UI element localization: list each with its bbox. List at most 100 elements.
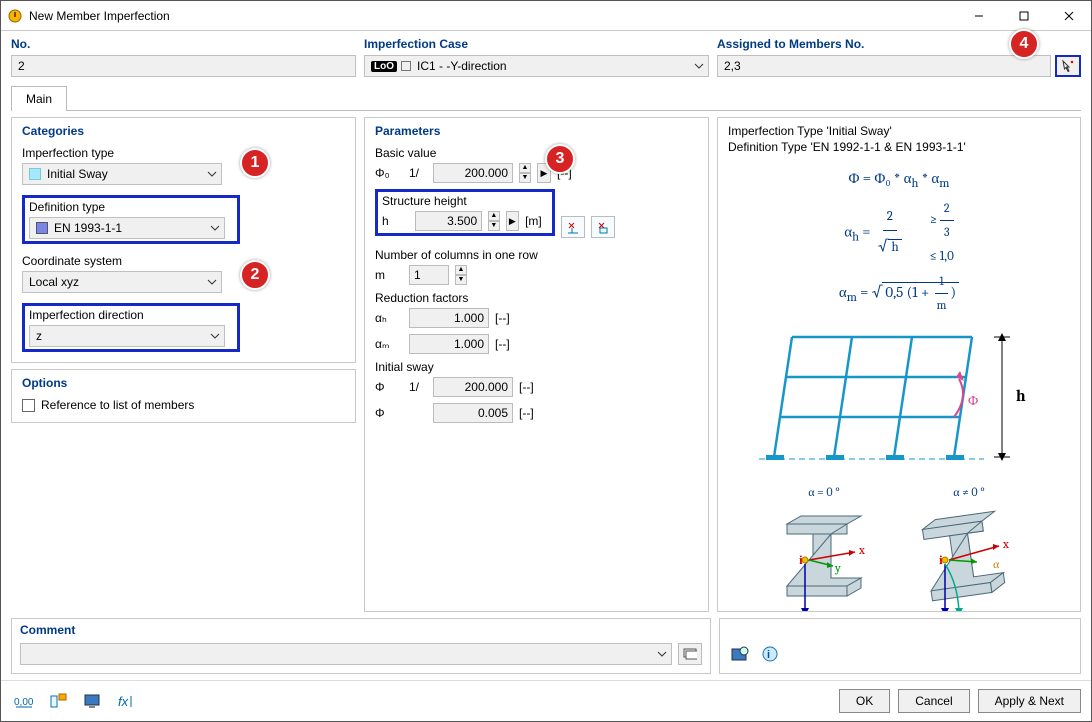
- icon-button-1[interactable]: [561, 216, 585, 238]
- tool-icon-2[interactable]: i: [758, 643, 782, 665]
- sway-diagram: Φ h: [728, 327, 1070, 467]
- categories-panel: Categories Imperfection type Initial Swa…: [11, 117, 356, 363]
- diagram-panel: Imperfection Type 'Initial Sway' Definit…: [717, 117, 1081, 612]
- alpha-zero-label: α = 0 °: [808, 485, 840, 500]
- h-label: h: [1016, 387, 1026, 405]
- alpha-nonzero-label: α ≠ 0 °: [953, 485, 985, 500]
- svg-text:0,00: 0,00: [14, 697, 34, 708]
- sway2-value: 0.005: [433, 403, 513, 423]
- tab-main[interactable]: Main: [11, 86, 67, 111]
- options-panel: Options Reference to list of members: [11, 369, 356, 423]
- ok-button[interactable]: OK: [839, 689, 890, 713]
- case-value: IC1 - -Y-direction: [417, 59, 507, 73]
- cancel-button[interactable]: Cancel: [898, 689, 969, 713]
- svg-text:z: z: [799, 611, 804, 612]
- callout-1: 1: [240, 148, 270, 178]
- phi-label: Φ: [968, 392, 978, 409]
- dir-select[interactable]: z: [29, 325, 225, 347]
- am-unit: [--]: [495, 337, 519, 351]
- icon-button-2[interactable]: [591, 216, 615, 238]
- pick-members-button[interactable]: [1055, 55, 1081, 77]
- maximize-button[interactable]: [1001, 1, 1046, 30]
- h-unit: [m]: [525, 214, 548, 228]
- svg-text:α: α: [993, 557, 1000, 571]
- h-sym: h: [382, 214, 409, 228]
- cols-label: Number of columns in one row: [375, 248, 698, 262]
- parameters-title: Parameters: [375, 124, 698, 138]
- svg-text:i: i: [939, 553, 943, 567]
- imp-type-select[interactable]: Initial Sway: [22, 163, 222, 185]
- no-label: No.: [11, 37, 356, 51]
- footer-icon-units[interactable]: 0,00: [11, 689, 37, 713]
- svg-text:x: x: [858, 543, 865, 557]
- apply-next-button[interactable]: Apply & Next: [978, 689, 1081, 713]
- sway2-unit: [--]: [519, 406, 543, 420]
- comment-panel: Comment: [11, 618, 711, 674]
- case-label: Imperfection Case: [364, 37, 709, 51]
- case-select[interactable]: LoO IC1 - -Y-direction: [364, 55, 709, 77]
- ibeam-right: i x z v α: [909, 504, 1029, 612]
- def-type-select[interactable]: EN 1993-1-1: [29, 217, 225, 239]
- one-over: 1/: [409, 166, 427, 180]
- dir-label: Imperfection direction: [29, 308, 233, 322]
- svg-text:y: y: [834, 561, 841, 575]
- svg-text:i: i: [799, 553, 803, 567]
- basic-spinner[interactable]: ▲▼: [519, 163, 531, 183]
- close-button[interactable]: [1046, 1, 1091, 30]
- chevron-down-icon: [657, 649, 667, 659]
- sway-label: Initial sway: [375, 360, 698, 374]
- red-label: Reduction factors: [375, 291, 698, 305]
- chevron-down-icon: [210, 223, 220, 233]
- tool-icon-1[interactable]: [728, 643, 752, 665]
- case-code: LoO: [371, 61, 397, 72]
- coord-label: Coordinate system: [22, 254, 345, 268]
- formula-block: Φ = Φ₀ * αh * αm αh = 2h ≥ 23 ≤ 1,0 αm =…: [728, 164, 1070, 317]
- basic-value-input[interactable]: 200.000: [433, 163, 513, 183]
- comment-button[interactable]: [678, 643, 702, 665]
- beam-diagrams: α = 0 ° i: [728, 485, 1070, 612]
- def-type-label: Definition type: [29, 200, 233, 214]
- title-bar: New Member Imperfection: [1, 1, 1091, 31]
- m-value-input[interactable]: 1: [409, 265, 449, 285]
- case-color-swatch: [401, 61, 411, 71]
- ah-unit: [--]: [495, 311, 519, 325]
- tabs: Main: [11, 85, 1081, 111]
- svg-text:z: z: [939, 611, 944, 612]
- ah-sym: αₕ: [375, 311, 403, 325]
- window-title: New Member Imperfection: [29, 9, 956, 23]
- categories-title: Categories: [22, 124, 345, 138]
- svg-text:fx: fx: [118, 694, 129, 709]
- coord-select[interactable]: Local xyz: [22, 271, 222, 293]
- footer-icon-monitor[interactable]: [79, 689, 105, 713]
- app-icon: [7, 8, 23, 24]
- svg-text:x: x: [1002, 537, 1009, 551]
- diagram-line2: Definition Type 'EN 1992-1-1 & EN 1993-1…: [728, 140, 1070, 154]
- ref-members-checkbox[interactable]: [22, 399, 35, 412]
- callout-2: 2: [240, 260, 270, 290]
- sway1-value: 200.000: [433, 377, 513, 397]
- h-arrow-button[interactable]: ▶: [506, 211, 519, 231]
- ibeam-left: i x y z: [769, 504, 879, 612]
- m-spinner[interactable]: ▲▼: [455, 265, 467, 285]
- h-value-input[interactable]: 3.500: [415, 211, 482, 231]
- comment-title: Comment: [20, 623, 702, 637]
- minimize-button[interactable]: [956, 1, 1001, 30]
- footer-icon-fx[interactable]: fx: [113, 689, 139, 713]
- no-field[interactable]: 2: [11, 55, 356, 77]
- svg-text:i: i: [767, 649, 770, 661]
- chevron-down-icon: [694, 61, 704, 71]
- imp-type-label: Imperfection type: [22, 146, 345, 160]
- ah-value: 1.000: [409, 308, 489, 328]
- footer-icon-frame[interactable]: [45, 689, 71, 713]
- options-title: Options: [22, 376, 345, 390]
- comment-select[interactable]: [20, 643, 672, 665]
- h-spinner[interactable]: ▲▼: [488, 211, 499, 231]
- callout-3: 3: [545, 144, 575, 174]
- phi0-sym: Φ₀: [375, 166, 403, 180]
- assigned-field[interactable]: 2,3: [717, 55, 1051, 77]
- phi-sym: Φ: [375, 380, 403, 394]
- svg-text:v: v: [962, 609, 969, 612]
- m-sym: m: [375, 268, 403, 282]
- diagram-tools-panel: i: [719, 618, 1081, 674]
- basic-label: Basic value: [375, 146, 698, 160]
